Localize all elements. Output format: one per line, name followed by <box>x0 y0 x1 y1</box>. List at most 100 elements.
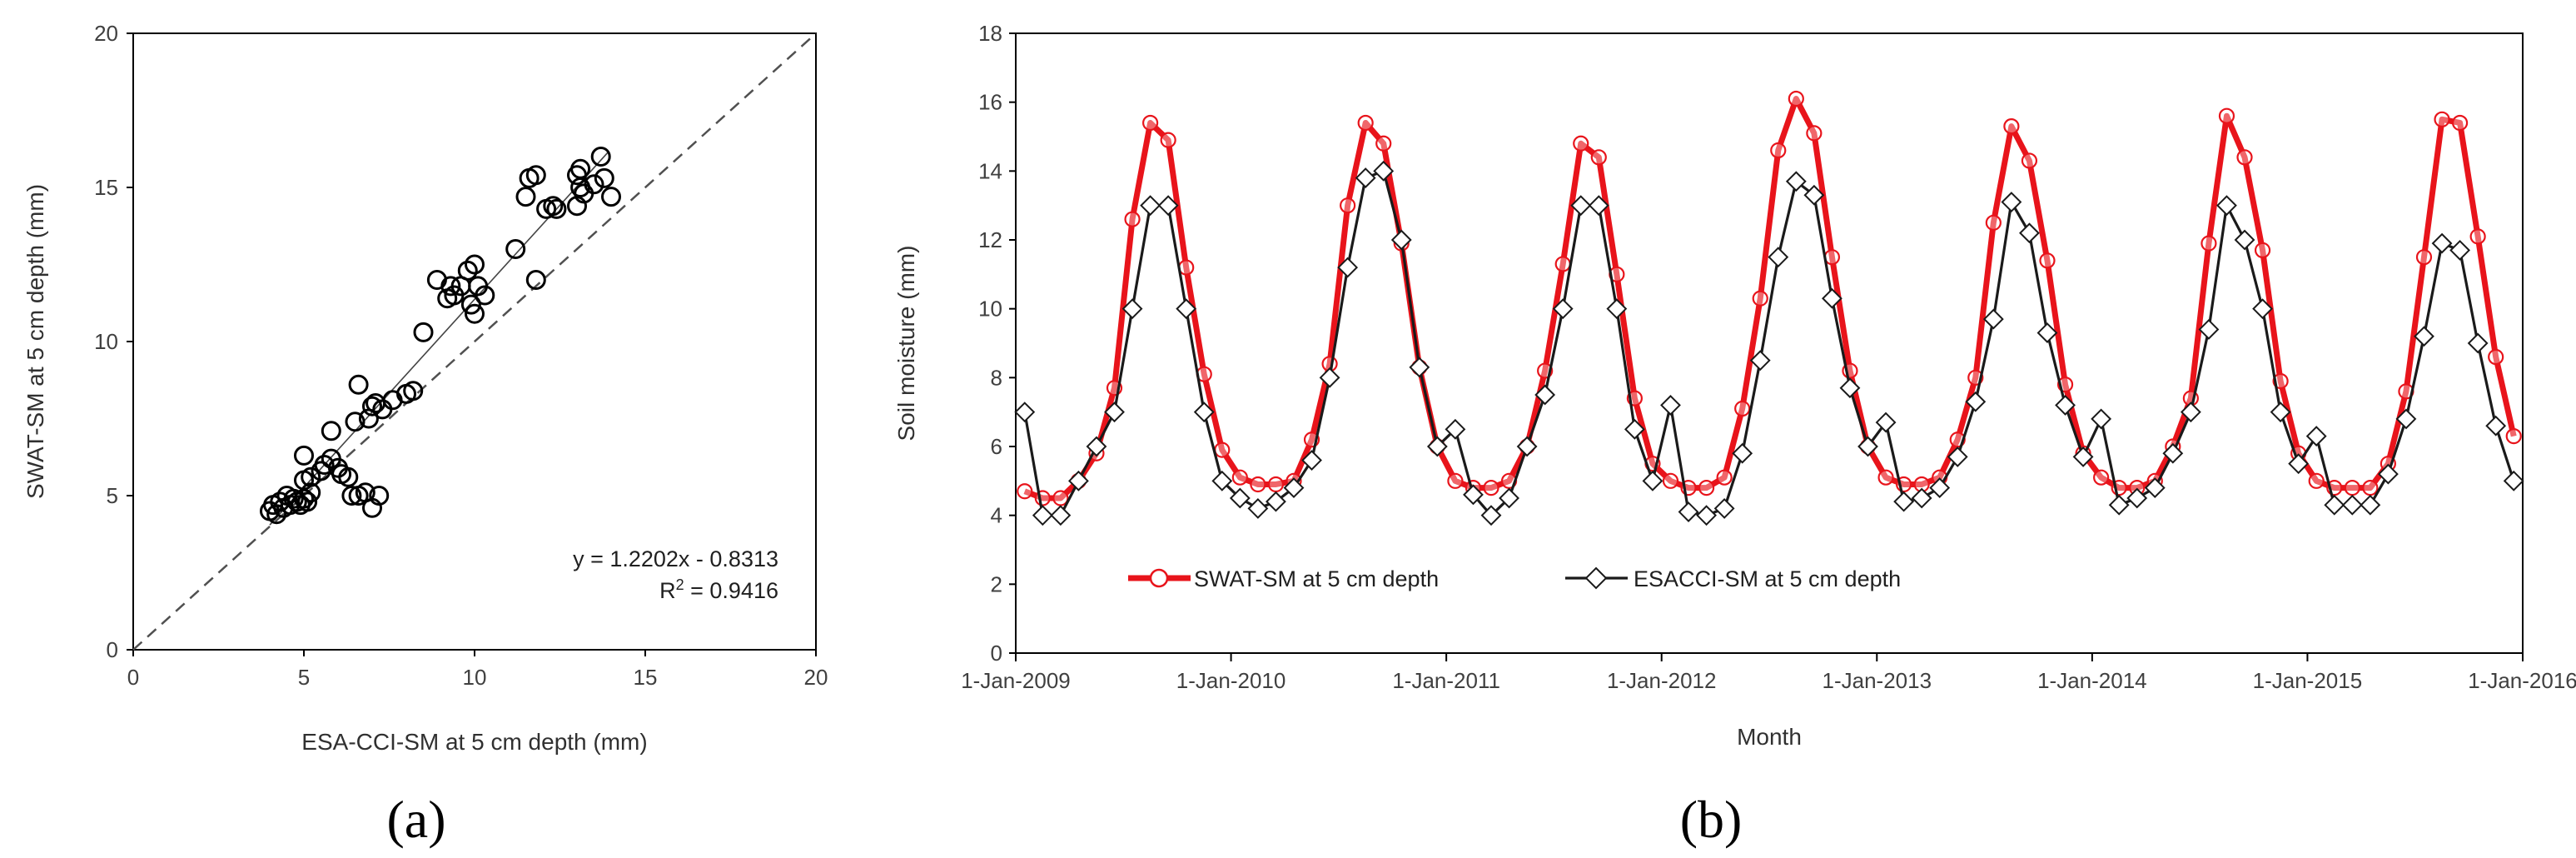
line-x-tick-label: 1-Jan-2014 <box>2037 668 2147 693</box>
scatter-point <box>294 445 314 466</box>
scatter-y-tick-labels: 0 5 10 15 20 <box>94 21 118 662</box>
swat-sm-point <box>2469 228 2486 245</box>
swat-sm-point <box>2021 152 2038 169</box>
swat-sm-point <box>1716 469 1733 486</box>
swat-sm-point <box>2344 479 2360 496</box>
scatter-point <box>525 270 546 290</box>
swat-sm-point <box>1231 469 1248 486</box>
esacci-sm-point <box>2503 470 2524 491</box>
legend-esacci-marker <box>1584 566 1608 590</box>
esacci-sm-point <box>1499 487 1519 509</box>
scatter-points <box>260 147 621 525</box>
esacci-sm-point <box>2395 408 2417 430</box>
scatter-point <box>590 147 611 167</box>
esacci-sm-point <box>1390 229 1412 251</box>
scatter-x-tick-label: 15 <box>634 665 658 690</box>
scatter-point <box>601 187 621 207</box>
swat-sm-point <box>1142 114 1159 132</box>
swat-sm-point <box>1250 476 1266 493</box>
swat-sm-point <box>1124 211 1141 227</box>
esacci-sm-point <box>2162 442 2184 464</box>
line-y-axis-title: Soil moisture (mm) <box>893 246 919 441</box>
swat-sm-point <box>1806 125 1823 142</box>
line-x-tick-label: 1-Jan-2010 <box>1176 668 1286 693</box>
scatter-point <box>345 412 366 432</box>
esacci-sm-point <box>1050 505 1072 526</box>
esacci-sm-point <box>2126 487 2148 509</box>
esacci-sm-point <box>1785 171 1807 192</box>
swat-sm-point <box>1017 483 1033 500</box>
line-y-tick-labels: 0 2 4 6 8 10 12 14 16 18 <box>978 21 1002 666</box>
esacci-sm-point <box>2431 232 2453 254</box>
scatter-axis-ticks <box>127 32 817 656</box>
line-y-tick-label: 0 <box>991 641 1002 666</box>
esacci-sm-point <box>2091 408 2112 430</box>
esacci-sm-point <box>1157 195 1179 217</box>
esacci-sm-point <box>2216 195 2237 217</box>
swat-sm-point <box>1357 114 1374 132</box>
esacci-sm-point <box>1355 167 1376 189</box>
scatter-x-tick-labels: 0 5 10 15 20 <box>127 665 828 690</box>
regression-trendline <box>269 152 609 526</box>
scatter-point <box>465 303 485 324</box>
esacci-sm-point <box>1121 298 1143 320</box>
scatter-y-tick-label: 15 <box>94 175 118 200</box>
swat-sm-point <box>1734 400 1751 417</box>
scatter-point <box>297 491 318 512</box>
scatter-x-tick-label: 0 <box>127 665 139 690</box>
swat-sm-series-line <box>1023 96 2517 501</box>
swat-sm-point <box>1662 472 1679 489</box>
one-to-one-reference-line <box>132 32 817 651</box>
scatter-point <box>525 165 546 186</box>
esacci-sm-point <box>1086 436 1107 457</box>
esacci-sm-point <box>1839 377 1861 399</box>
esacci-sm-point <box>1266 491 1286 512</box>
scatter-point <box>515 187 536 207</box>
line-x-tick-label: 1-Jan-2016 <box>2468 668 2576 693</box>
esacci-sm-point <box>1929 477 1951 499</box>
line-x-tick-label: 1-Jan-2012 <box>1607 668 1717 693</box>
esacci-sm-point <box>1373 160 1395 182</box>
swat-sm-point <box>2093 469 2110 486</box>
swat-sm-point <box>2308 472 2325 489</box>
scatter-x-axis-title: ESA-CCI-SM at 5 cm depth (mm) <box>301 729 647 755</box>
esacci-sm-point <box>1570 195 1592 217</box>
esacci-sm-point <box>2360 494 2381 516</box>
esacci-sm-point <box>2144 477 2166 499</box>
esacci-sm-point <box>1409 357 1430 378</box>
scatter-point <box>314 455 335 475</box>
esacci-sm-point <box>1678 501 1699 522</box>
scatter-point <box>301 466 321 487</box>
line-plot-area <box>1015 32 2524 654</box>
esacci-sm-point <box>1911 487 1932 509</box>
swat-sm-point <box>1877 469 1894 486</box>
esacci-sm-point <box>1247 497 1269 519</box>
esacci-sm-series-markers <box>1014 160 2524 526</box>
esacci-sm-point <box>1229 487 1251 509</box>
swat-sm-point <box>1590 149 1607 166</box>
scatter-x-tick-label: 20 <box>804 665 828 690</box>
line-y-tick-label: 8 <box>991 365 1002 390</box>
scatter-point <box>570 158 591 179</box>
swat-sm-point <box>1573 135 1589 152</box>
esacci-sm-point <box>2036 322 2058 344</box>
esacci-sm-point <box>2377 463 2399 485</box>
esacci-sm-point <box>1822 287 1842 309</box>
swat-sm-point <box>2434 111 2450 127</box>
swat-sm-point <box>1447 472 1464 489</box>
esacci-sm-point <box>2108 494 2130 516</box>
line-legend: SWAT-SM at 5 cm depth ESACCI-SM at 5 cm … <box>1128 566 1901 591</box>
scatter-y-tick-label: 20 <box>94 21 118 46</box>
esacci-sm-point <box>1283 477 1305 499</box>
esacci-sm-point <box>1588 195 1609 217</box>
esacci-sm-point <box>1965 391 1987 412</box>
esacci-sm-point <box>2252 298 2273 320</box>
esacci-sm-point <box>1982 308 2004 330</box>
esacci-sm-point <box>1337 257 1359 278</box>
scatter-point <box>283 488 304 509</box>
line-x-tick-label: 1-Jan-2015 <box>2253 668 2363 693</box>
line-y-tick-label: 14 <box>978 158 1002 183</box>
swat-sm-point <box>2362 479 2379 496</box>
swat-sm-point <box>1823 249 1841 266</box>
esacci-sm-point <box>2019 222 2040 244</box>
